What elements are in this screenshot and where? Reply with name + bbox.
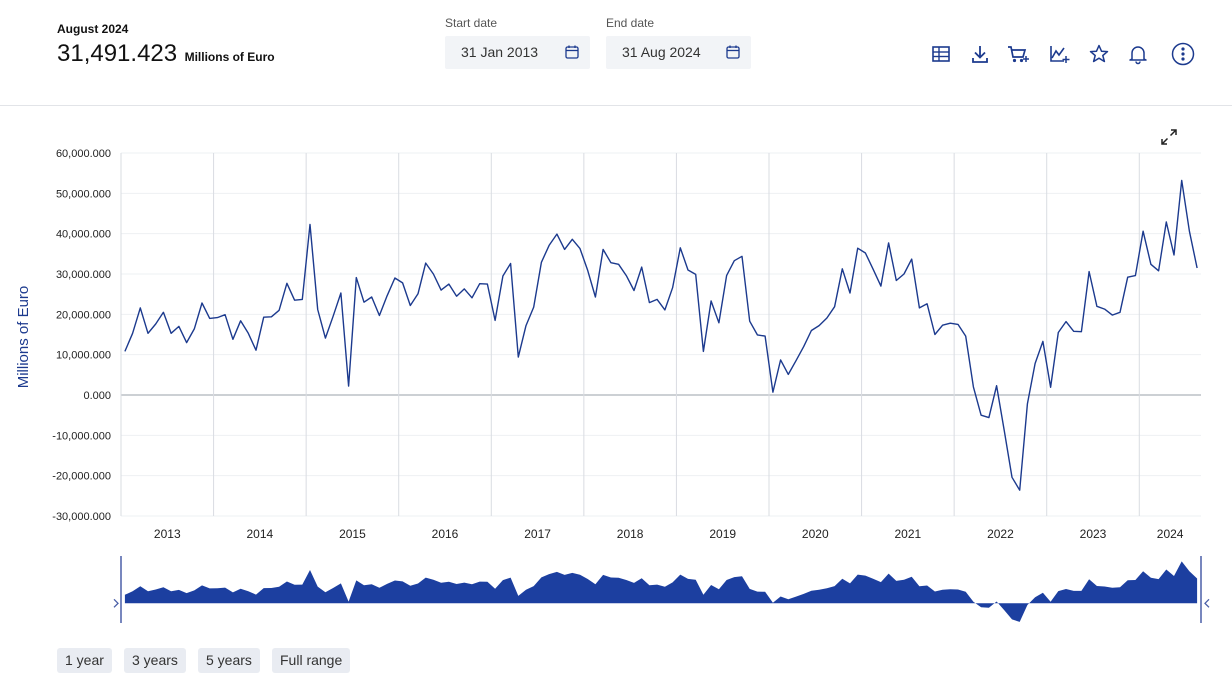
y-tick-label: 50,000.000	[56, 188, 111, 200]
start-date-input[interactable]: 31 Jan 2013	[445, 36, 590, 69]
latest-value: 31,491.423	[57, 40, 178, 67]
series-line	[124, 179, 1198, 491]
latest-period: August 2024	[57, 22, 129, 36]
x-tick-label: 2021	[895, 527, 922, 541]
y-tick-label: -20,000.000	[52, 471, 111, 483]
y-tick-label: 30,000.000	[56, 269, 111, 281]
x-tick-label: 2015	[339, 527, 366, 541]
y-axis-label: Millions of Euro	[15, 286, 32, 389]
y-axis-ticks: 60,000.000 50,000.000 40,000.000 30,000.000…	[52, 148, 111, 523]
chart-header: August 2024 31,491.423 Millions of Euro …	[0, 0, 1232, 106]
x-tick-label: 2018	[617, 527, 644, 541]
start-date-label: Start date	[445, 16, 498, 30]
range-navigator[interactable]	[113, 556, 1210, 623]
end-date-label: End date	[606, 16, 655, 30]
x-tick-label: 2024	[1157, 527, 1184, 541]
latest-observation: 31,491.423 Millions of Euro	[57, 40, 275, 68]
y-tick-label: 0.000	[83, 390, 111, 402]
x-tick-label: 2017	[524, 527, 551, 541]
calendar-icon[interactable]	[725, 44, 741, 60]
download-icon[interactable]	[969, 43, 991, 65]
navigator-area	[124, 561, 1198, 622]
x-tick-label: 2016	[432, 527, 459, 541]
range-5-years-button[interactable]: 5 years	[198, 648, 260, 673]
y-tick-label: 60,000.000	[56, 148, 111, 160]
star-icon[interactable]	[1088, 43, 1110, 65]
end-date-input[interactable]: 31 Aug 2024	[606, 36, 751, 69]
fullscreen-icon[interactable]	[1160, 128, 1178, 146]
x-tick-label: 2022	[987, 527, 1014, 541]
y-tick-label: 10,000.000	[56, 350, 111, 362]
x-tick-label: 2020	[802, 527, 829, 541]
chevron-left-icon[interactable]	[1204, 598, 1210, 608]
latest-unit: Millions of Euro	[184, 50, 275, 64]
x-axis-ticks: 2013 2014 2015 2016 2017 2018 2019 2020 2021 2022…	[154, 527, 1184, 541]
range-1-year-button[interactable]: 1 year	[57, 648, 112, 673]
bell-icon[interactable]	[1127, 43, 1149, 65]
y-tick-label: -10,000.000	[52, 430, 111, 442]
line-chart: 60,000.000 50,000.000 40,000.000 30,000.000…	[15, 148, 1210, 623]
table-icon[interactable]	[930, 43, 952, 65]
chevron-right-icon[interactable]	[113, 598, 119, 608]
range-3-years-button[interactable]: 3 years	[124, 648, 186, 673]
grid-lines	[120, 152, 1201, 517]
start-date-value: 31 Jan 2013	[461, 44, 539, 60]
end-date-value: 31 Aug 2024	[622, 44, 701, 60]
calendar-icon[interactable]	[564, 44, 580, 60]
chart-add-icon[interactable]	[1048, 43, 1070, 65]
x-tick-label: 2023	[1080, 527, 1107, 541]
range-full-button[interactable]: Full range	[272, 648, 351, 673]
cart-icon[interactable]	[1007, 43, 1029, 65]
x-tick-label: 2014	[247, 527, 274, 541]
y-tick-label: -30,000.000	[52, 511, 111, 523]
more-icon[interactable]	[1171, 42, 1195, 66]
y-tick-label: 20,000.000	[56, 309, 111, 321]
x-tick-label: 2019	[709, 527, 736, 541]
x-tick-label: 2013	[154, 527, 181, 541]
y-tick-label: 40,000.000	[56, 229, 111, 241]
